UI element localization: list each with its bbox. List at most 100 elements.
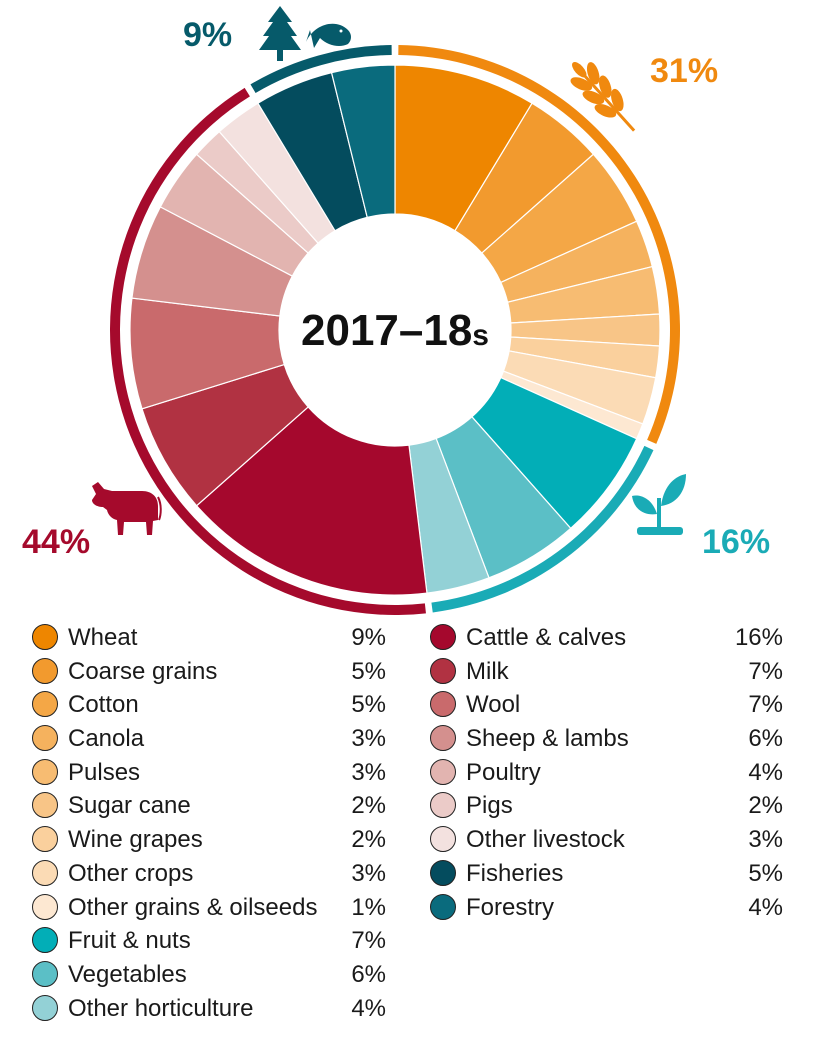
legend-value: 3% xyxy=(351,859,386,887)
seedling-icon xyxy=(632,474,686,535)
legend-value: 3% xyxy=(748,826,783,854)
legend-label: Sugar cane xyxy=(68,792,191,820)
legend-label: Other livestock xyxy=(466,826,625,854)
legend-label: Forestry xyxy=(466,893,555,921)
legend-value: 2% xyxy=(748,792,783,820)
legend-label: Milk xyxy=(466,657,509,685)
legend-value: 5% xyxy=(748,859,783,887)
legend-item-pulses: Pulses 3% xyxy=(32,755,386,789)
cattle-icon xyxy=(92,482,162,535)
legend-label: Cattle & calves xyxy=(466,624,627,651)
legend-label: Canola xyxy=(68,725,145,753)
legend-swatch xyxy=(32,960,58,987)
legend-label: Sheep & lambs xyxy=(466,725,629,753)
legend-value: 5% xyxy=(351,691,386,719)
legend-item-poultry: Poultry 4% xyxy=(430,755,783,789)
legend-value: 5% xyxy=(351,657,386,685)
legend-column-left: Wheat 9% Coarse grains 5% Cotton 5% Canola 3% Pu… xyxy=(32,620,386,1024)
group-rings xyxy=(109,45,680,615)
legend-label: Wheat xyxy=(68,624,138,651)
legend-item-other-crops: Other crops 3% xyxy=(32,856,386,890)
legend-value: 9% xyxy=(351,624,386,651)
legend-item-other-horticulture: Other horticulture 4% xyxy=(32,991,386,1025)
legend-swatch xyxy=(32,725,58,752)
legend-value: 2% xyxy=(351,792,386,820)
legend-value: 1% xyxy=(351,893,386,921)
legend-value: 6% xyxy=(748,725,783,753)
legend-swatch xyxy=(32,826,58,853)
wheat-icon xyxy=(570,62,636,132)
center-title-year: 2017–18 xyxy=(301,306,472,355)
legend-item-vegetables: Vegetables 6% xyxy=(32,957,386,991)
legend-column-right: Cattle & calves 16% Milk 7% Wool 7% Sheep & la… xyxy=(430,620,783,923)
legend-label: Coarse grains xyxy=(68,657,218,685)
legend-swatch xyxy=(430,758,456,785)
legend-value: 7% xyxy=(748,657,783,685)
legend-label: Fisheries xyxy=(466,859,564,887)
legend-item-cattle-and-calves: Cattle & calves 16% xyxy=(430,620,783,654)
legend-swatch xyxy=(32,994,58,1021)
legend-swatch xyxy=(32,758,58,785)
legend-item-milk: Milk 7% xyxy=(430,654,783,688)
legend-item-wool: Wool 7% xyxy=(430,687,783,721)
legend-item-sheep-and-lambs: Sheep & lambs 6% xyxy=(430,721,783,755)
legend-value: 7% xyxy=(748,691,783,719)
legend-swatch xyxy=(430,893,456,920)
group-label-forestry-fisheries: 9% xyxy=(183,16,232,54)
donut-hole xyxy=(279,214,511,446)
legend-swatch xyxy=(430,826,456,853)
donut-chart: 2017–18s 31% 16% 44% 9% xyxy=(22,6,770,615)
legend-item-canola: Canola 3% xyxy=(32,721,386,755)
legend-item-sugar-cane: Sugar cane 2% xyxy=(32,788,386,822)
legend-swatch xyxy=(32,691,58,718)
legend-item-other-livestock: Other livestock 3% xyxy=(430,822,783,856)
group-ring-forestry-fisheries xyxy=(250,45,392,93)
group-label-horticulture: 16% xyxy=(702,523,770,561)
tree-and-fish-icon xyxy=(259,6,351,61)
legend-value: 16% xyxy=(734,624,783,651)
group-label-crops: 31% xyxy=(650,52,718,90)
legend-swatch xyxy=(430,624,456,650)
legend-item-other-grains-and-oilseeds: Other grains & oilseeds 1% xyxy=(32,890,386,924)
legend-value: 2% xyxy=(351,826,386,854)
legend-swatch xyxy=(430,792,456,819)
legend-label: Pigs xyxy=(466,792,513,820)
group-label-livestock: 44% xyxy=(22,523,90,561)
legend-label: Wine grapes xyxy=(68,826,203,854)
legend-item-cotton: Cotton 5% xyxy=(32,687,386,721)
legend-value: 7% xyxy=(351,927,386,955)
legend-swatch xyxy=(32,657,58,684)
legend-swatch xyxy=(430,691,456,718)
legend-label: Other crops xyxy=(68,859,194,887)
legend-swatch xyxy=(32,792,58,819)
legend-label: Pulses xyxy=(68,758,141,786)
legend-value: 4% xyxy=(351,994,386,1022)
legend-swatch xyxy=(430,725,456,752)
legend-swatch xyxy=(32,624,58,650)
legend-value: 3% xyxy=(351,758,386,786)
legend-swatch xyxy=(32,893,58,920)
legend-swatch xyxy=(430,859,456,886)
legend-value: 6% xyxy=(351,960,386,988)
legend-swatch xyxy=(32,859,58,886)
legend-item-wheat: Wheat 9% xyxy=(32,620,386,654)
legend-label: Other horticulture xyxy=(68,994,254,1022)
legend-item-fruit-and-nuts: Fruit & nuts 7% xyxy=(32,923,386,957)
legend-label: Wool xyxy=(466,691,521,719)
legend-item-fisheries: Fisheries 5% xyxy=(430,856,783,890)
group-ring-crops xyxy=(398,45,680,444)
legend-item-forestry: Forestry 4% xyxy=(430,890,783,924)
legend-label: Other grains & oilseeds xyxy=(68,893,318,921)
legend-label: Fruit & nuts xyxy=(68,927,191,955)
legend-label: Cotton xyxy=(68,691,139,719)
legend-label: Poultry xyxy=(466,758,541,786)
legend-value: 4% xyxy=(748,758,783,786)
center-title: 2017–18s xyxy=(301,306,489,355)
legend-label: Vegetables xyxy=(68,960,187,988)
legend-item-pigs: Pigs 2% xyxy=(430,788,783,822)
donut-slices xyxy=(129,64,661,596)
center-title-suffix: s xyxy=(472,319,489,352)
legend-item-coarse-grains: Coarse grains 5% xyxy=(32,654,386,688)
legend-value: 3% xyxy=(351,725,386,753)
legend-value: 4% xyxy=(748,893,783,921)
